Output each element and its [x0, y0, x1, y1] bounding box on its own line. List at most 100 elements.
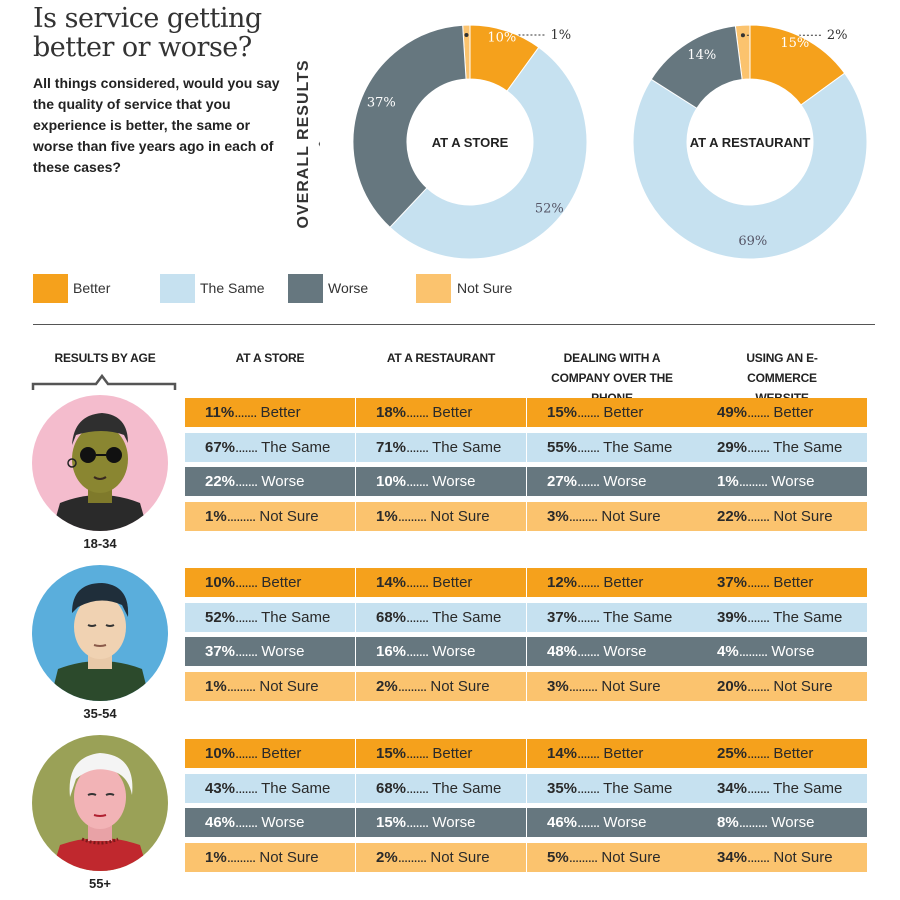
- donut-leader-dot: [740, 33, 745, 38]
- result-category: Not Sure: [769, 848, 833, 866]
- result-leader: .......: [235, 608, 258, 626]
- result-category: The Same: [769, 438, 843, 456]
- result-cell-worse: 22%....... Worse: [185, 467, 355, 496]
- result-cell-worse: 8%......... Worse: [697, 808, 867, 837]
- donut-chart-store: 1% 10% 52% 37% AT A STORE: [352, 24, 588, 260]
- result-leader: .........: [568, 507, 598, 525]
- result-value: 46%: [205, 814, 236, 831]
- result-value: 2%: [376, 677, 398, 695]
- result-cell-the-same: 37%....... The Same: [527, 602, 697, 632]
- result-leader: .......: [577, 574, 600, 591]
- legend-label-same: The Same: [200, 280, 265, 296]
- result-cell-better: 12%....... Better: [527, 568, 697, 597]
- result-category: Better: [428, 404, 473, 421]
- result-cell-not-sure: 34%....... Not Sure: [697, 842, 867, 872]
- result-cell-not-sure: 1%......... Not Sure: [185, 842, 355, 872]
- result-value: 10%: [205, 745, 236, 762]
- result-category: Not Sure: [597, 677, 661, 695]
- result-value: 22%: [205, 473, 236, 490]
- result-value: 1%: [376, 507, 398, 525]
- result-value: 37%: [547, 608, 578, 626]
- result-category: Not Sure: [255, 677, 319, 695]
- result-leader: .......: [406, 574, 429, 591]
- column-header-store: AT A STORE: [235, 351, 305, 365]
- result-category: Better: [599, 404, 644, 421]
- result-value: 3%: [547, 677, 569, 695]
- result-cell-better: 15%....... Better: [527, 398, 697, 427]
- result-cell-worse: 10%....... Worse: [356, 467, 526, 496]
- result-category: Better: [769, 404, 814, 421]
- result-leader: .......: [577, 404, 600, 421]
- result-category: The Same: [257, 608, 331, 626]
- result-leader: .......: [406, 779, 429, 797]
- result-cell-not-sure: 2%......... Not Sure: [356, 842, 526, 872]
- result-value: 12%: [547, 574, 578, 591]
- result-leader: .......: [406, 438, 429, 456]
- donut-leader-dot: [464, 33, 469, 38]
- result-value: 25%: [717, 745, 748, 762]
- result-leader: .........: [738, 643, 768, 660]
- donut-slice-the-same: [632, 72, 868, 260]
- result-value: 14%: [376, 574, 407, 591]
- result-leader: .......: [747, 574, 770, 591]
- result-value: 35%: [547, 779, 578, 797]
- result-category: Better: [257, 574, 302, 591]
- result-category: Not Sure: [426, 848, 490, 866]
- result-value: 14%: [547, 745, 578, 762]
- page-title: Is service getting better or worse?: [33, 3, 262, 63]
- result-value: 18%: [376, 404, 407, 421]
- result-leader: .......: [235, 438, 258, 456]
- survey-question-text: All things considered, would you say the…: [33, 75, 280, 175]
- overall-results-label: OVERALL RESULTS: [295, 59, 312, 228]
- result-value: 27%: [547, 473, 578, 490]
- result-value: 37%: [717, 574, 748, 591]
- result-category: Worse: [599, 814, 647, 831]
- result-value: 10%: [376, 473, 407, 490]
- result-cell-the-same: 67%....... The Same: [185, 432, 355, 462]
- age-label-55-plus: 55+: [88, 876, 112, 891]
- result-category: Worse: [428, 643, 476, 660]
- result-leader: .......: [747, 438, 770, 456]
- legend-swatch-better: [33, 274, 68, 303]
- result-cell-not-sure: 1%......... Not Sure: [356, 501, 526, 531]
- result-leader: .......: [235, 814, 258, 831]
- result-leader: .......: [747, 848, 770, 866]
- result-cell-worse: 4%......... Worse: [697, 637, 867, 666]
- result-leader: .........: [738, 473, 768, 490]
- result-leader: .........: [397, 677, 427, 695]
- result-value: 15%: [376, 814, 407, 831]
- legend-label-worse: Worse: [328, 280, 369, 296]
- result-leader: .......: [577, 608, 600, 626]
- result-leader: .......: [577, 473, 600, 490]
- result-value: 55%: [547, 438, 578, 456]
- legend-label-better: Better: [73, 280, 111, 296]
- result-category: The Same: [428, 608, 502, 626]
- result-cell-not-sure: 3%......... Not Sure: [527, 501, 697, 531]
- result-category: Worse: [428, 814, 476, 831]
- section-divider: [33, 324, 875, 325]
- result-value: 15%: [376, 745, 407, 762]
- result-cell-better: 10%....... Better: [185, 739, 355, 768]
- result-cell-better: 49%....... Better: [697, 398, 867, 427]
- survey-question: All things considered, would you say the…: [33, 73, 283, 178]
- result-value: 4%: [717, 643, 739, 660]
- result-leader: .......: [747, 779, 770, 797]
- result-leader: .........: [226, 507, 256, 525]
- result-category: Not Sure: [426, 507, 490, 525]
- result-value: 3%: [547, 507, 569, 525]
- result-category: Not Sure: [597, 848, 661, 866]
- result-leader: .......: [577, 779, 600, 797]
- result-category: Worse: [428, 473, 476, 490]
- result-leader: .......: [406, 473, 429, 490]
- age-label-18-34: 18-34: [83, 536, 117, 551]
- result-value: 52%: [205, 608, 236, 626]
- donut-label-better: 10%: [487, 30, 516, 45]
- result-category: The Same: [769, 608, 843, 626]
- result-leader: .........: [397, 848, 427, 866]
- result-category: Worse: [599, 473, 647, 490]
- result-value: 37%: [205, 643, 236, 660]
- result-category: Better: [257, 745, 302, 762]
- result-leader: .........: [568, 677, 598, 695]
- result-cell-not-sure: 2%......... Not Sure: [356, 671, 526, 701]
- result-category: Not Sure: [597, 507, 661, 525]
